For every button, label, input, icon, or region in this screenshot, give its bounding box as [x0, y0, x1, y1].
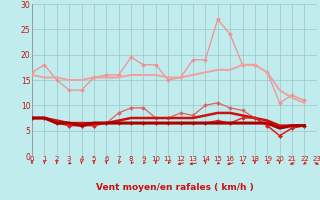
Text: Vent moyen/en rafales ( km/h ): Vent moyen/en rafales ( km/h ): [96, 183, 253, 192]
